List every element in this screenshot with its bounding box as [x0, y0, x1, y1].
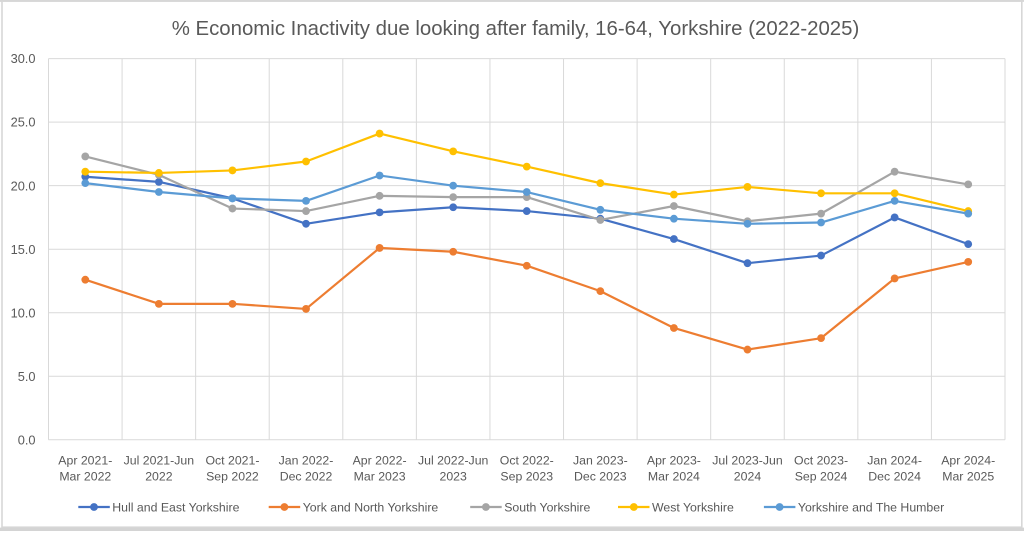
svg-text:Jul 2021-Jun: Jul 2021-Jun: [124, 454, 195, 468]
svg-text:5.0: 5.0: [18, 369, 36, 384]
svg-text:Oct 2023-: Oct 2023-: [794, 454, 848, 468]
svg-text:Jan 2023-: Jan 2023-: [573, 454, 628, 468]
svg-text:Dec 2023: Dec 2023: [574, 470, 627, 484]
svg-text:Mar 2023: Mar 2023: [354, 470, 406, 484]
svg-text:Hull and East Yorkshire: Hull and East Yorkshire: [112, 500, 239, 514]
svg-text:2023: 2023: [439, 470, 467, 484]
svg-text:0.0: 0.0: [18, 432, 36, 447]
svg-text:Apr 2021-: Apr 2021-: [58, 454, 112, 468]
svg-text:Jan 2024-: Jan 2024-: [867, 454, 922, 468]
svg-text:20.0: 20.0: [11, 178, 36, 193]
svg-text:Dec 2024: Dec 2024: [868, 470, 921, 484]
svg-text:Sep 2023: Sep 2023: [500, 470, 553, 484]
svg-text:2024: 2024: [734, 470, 762, 484]
svg-text:Apr 2022-: Apr 2022-: [353, 454, 407, 468]
svg-text:25.0: 25.0: [11, 115, 36, 130]
svg-text:Sep 2024: Sep 2024: [795, 470, 848, 484]
svg-text:15.0: 15.0: [11, 242, 36, 257]
svg-text:30.0: 30.0: [11, 51, 36, 66]
svg-text:10.0: 10.0: [11, 305, 36, 320]
svg-text:Mar 2024: Mar 2024: [648, 470, 700, 484]
svg-text:York and North Yorkshire: York and North Yorkshire: [303, 500, 439, 514]
svg-text:Apr 2023-: Apr 2023-: [647, 454, 701, 468]
svg-text:% Economic Inactivity due look: % Economic Inactivity due looking after …: [172, 18, 860, 40]
svg-text:Mar 2022: Mar 2022: [59, 470, 111, 484]
svg-text:2022: 2022: [145, 470, 173, 484]
svg-text:Dec 2022: Dec 2022: [280, 470, 333, 484]
svg-text:Oct 2022-: Oct 2022-: [500, 454, 554, 468]
svg-text:West Yorkshire: West Yorkshire: [652, 500, 734, 514]
svg-text:Jul 2023-Jun: Jul 2023-Jun: [712, 454, 783, 468]
svg-text:South Yorkshire: South Yorkshire: [504, 500, 590, 514]
svg-text:Yorkshire and The Humber: Yorkshire and The Humber: [798, 500, 944, 514]
svg-text:Jan 2022-: Jan 2022-: [279, 454, 334, 468]
svg-text:Mar 2025: Mar 2025: [942, 470, 994, 484]
svg-text:Sep 2022: Sep 2022: [206, 470, 259, 484]
svg-text:Apr 2024-: Apr 2024-: [941, 454, 995, 468]
svg-text:Oct 2021-: Oct 2021-: [205, 454, 259, 468]
svg-text:Jul 2022-Jun: Jul 2022-Jun: [418, 454, 489, 468]
